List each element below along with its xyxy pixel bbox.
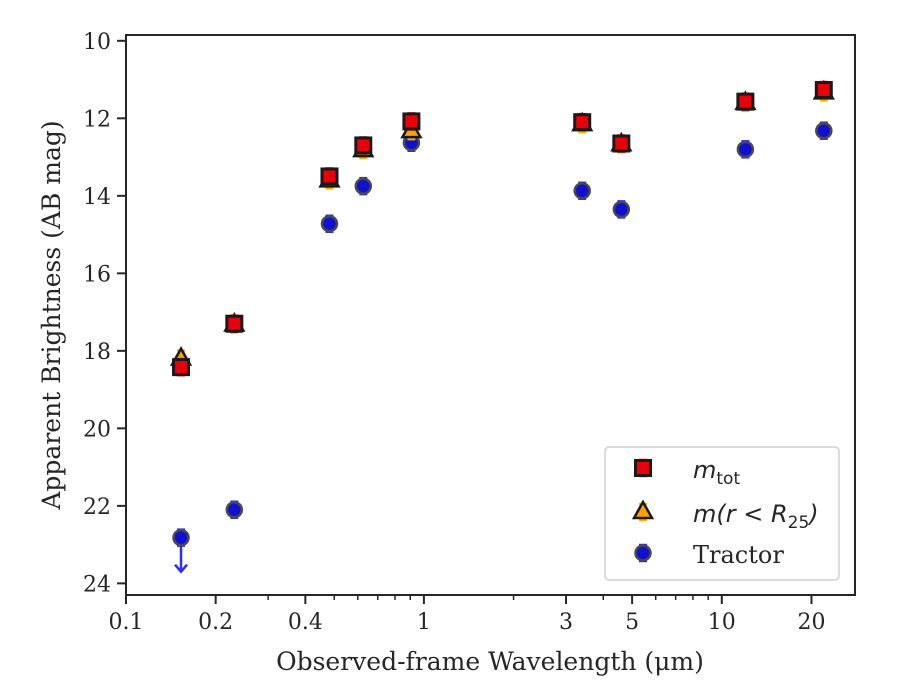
data-point-circle: [225, 500, 244, 519]
y-tick-label: 14: [83, 185, 111, 210]
x-tick-label: 5: [625, 610, 639, 635]
y-axis-title: Apparent Brightness (AB mag): [37, 120, 66, 510]
data-point-circle: [815, 121, 833, 140]
data-point-square: [573, 113, 592, 132]
data-point-square: [320, 167, 339, 186]
series-circle: [172, 121, 833, 574]
data-point-circle: [354, 177, 373, 195]
upper-limit-arrowhead: [174, 563, 188, 574]
y-tick-label: 18: [83, 340, 111, 365]
x-axis-title: Observed-frame Wavelength (μm): [276, 647, 704, 676]
data-point-circle: [172, 528, 190, 547]
legend: mtot m(r < R25) Tractor: [604, 446, 840, 581]
legend-symbol-m-tot: [634, 458, 652, 478]
x-tick-label: 20: [797, 610, 825, 635]
legend-symbol-tractor: [634, 543, 652, 563]
legend-frame: [604, 446, 840, 581]
x-tick-label: 10: [708, 610, 736, 635]
x-tick-label: 0.4: [288, 610, 323, 635]
y-tick-label: 10: [83, 30, 111, 55]
y-tick-label: 24: [83, 572, 111, 597]
data-point-circle: [320, 214, 339, 233]
chart-marks: [169, 79, 835, 574]
data-point-circle: [573, 182, 591, 200]
legend-marker-triangle: [631, 499, 655, 520]
legend-symbol-m-r25: [631, 499, 655, 522]
legend-label-m-tot: mtot: [693, 456, 740, 489]
legend-marker-circle: [634, 544, 652, 562]
x-tick-label: 3: [559, 610, 573, 635]
data-point-square: [172, 358, 191, 377]
y-tick-label: 12: [83, 107, 111, 132]
x-tick-label: 0.1: [109, 610, 144, 635]
legend-label-m-r25: m(r < R25): [693, 500, 819, 533]
data-point-square: [814, 81, 833, 100]
y-tick-label: 16: [83, 262, 111, 287]
data-point-circle: [612, 200, 631, 219]
data-point-square: [225, 314, 244, 333]
x-tick-label: 0.2: [198, 610, 233, 635]
plot-frame: [125, 34, 856, 596]
data-point-square: [354, 136, 373, 155]
data-point-square: [612, 134, 631, 153]
series-square: [172, 80, 833, 377]
data-point-square: [736, 92, 755, 111]
y-tick-label: 22: [83, 495, 111, 520]
x-tick-label: 1: [417, 610, 431, 635]
y-tick-label: 20: [83, 417, 111, 442]
axis-ticks: 0.1 0.2 0.4 1 3 5 10 20 10 12 14 16 18 20 22 24: [83, 30, 825, 635]
data-point-circle: [736, 140, 755, 159]
data-point-square: [402, 112, 421, 131]
legend-marker-square: [634, 459, 652, 477]
legend-label-tractor: Tractor: [693, 541, 784, 569]
